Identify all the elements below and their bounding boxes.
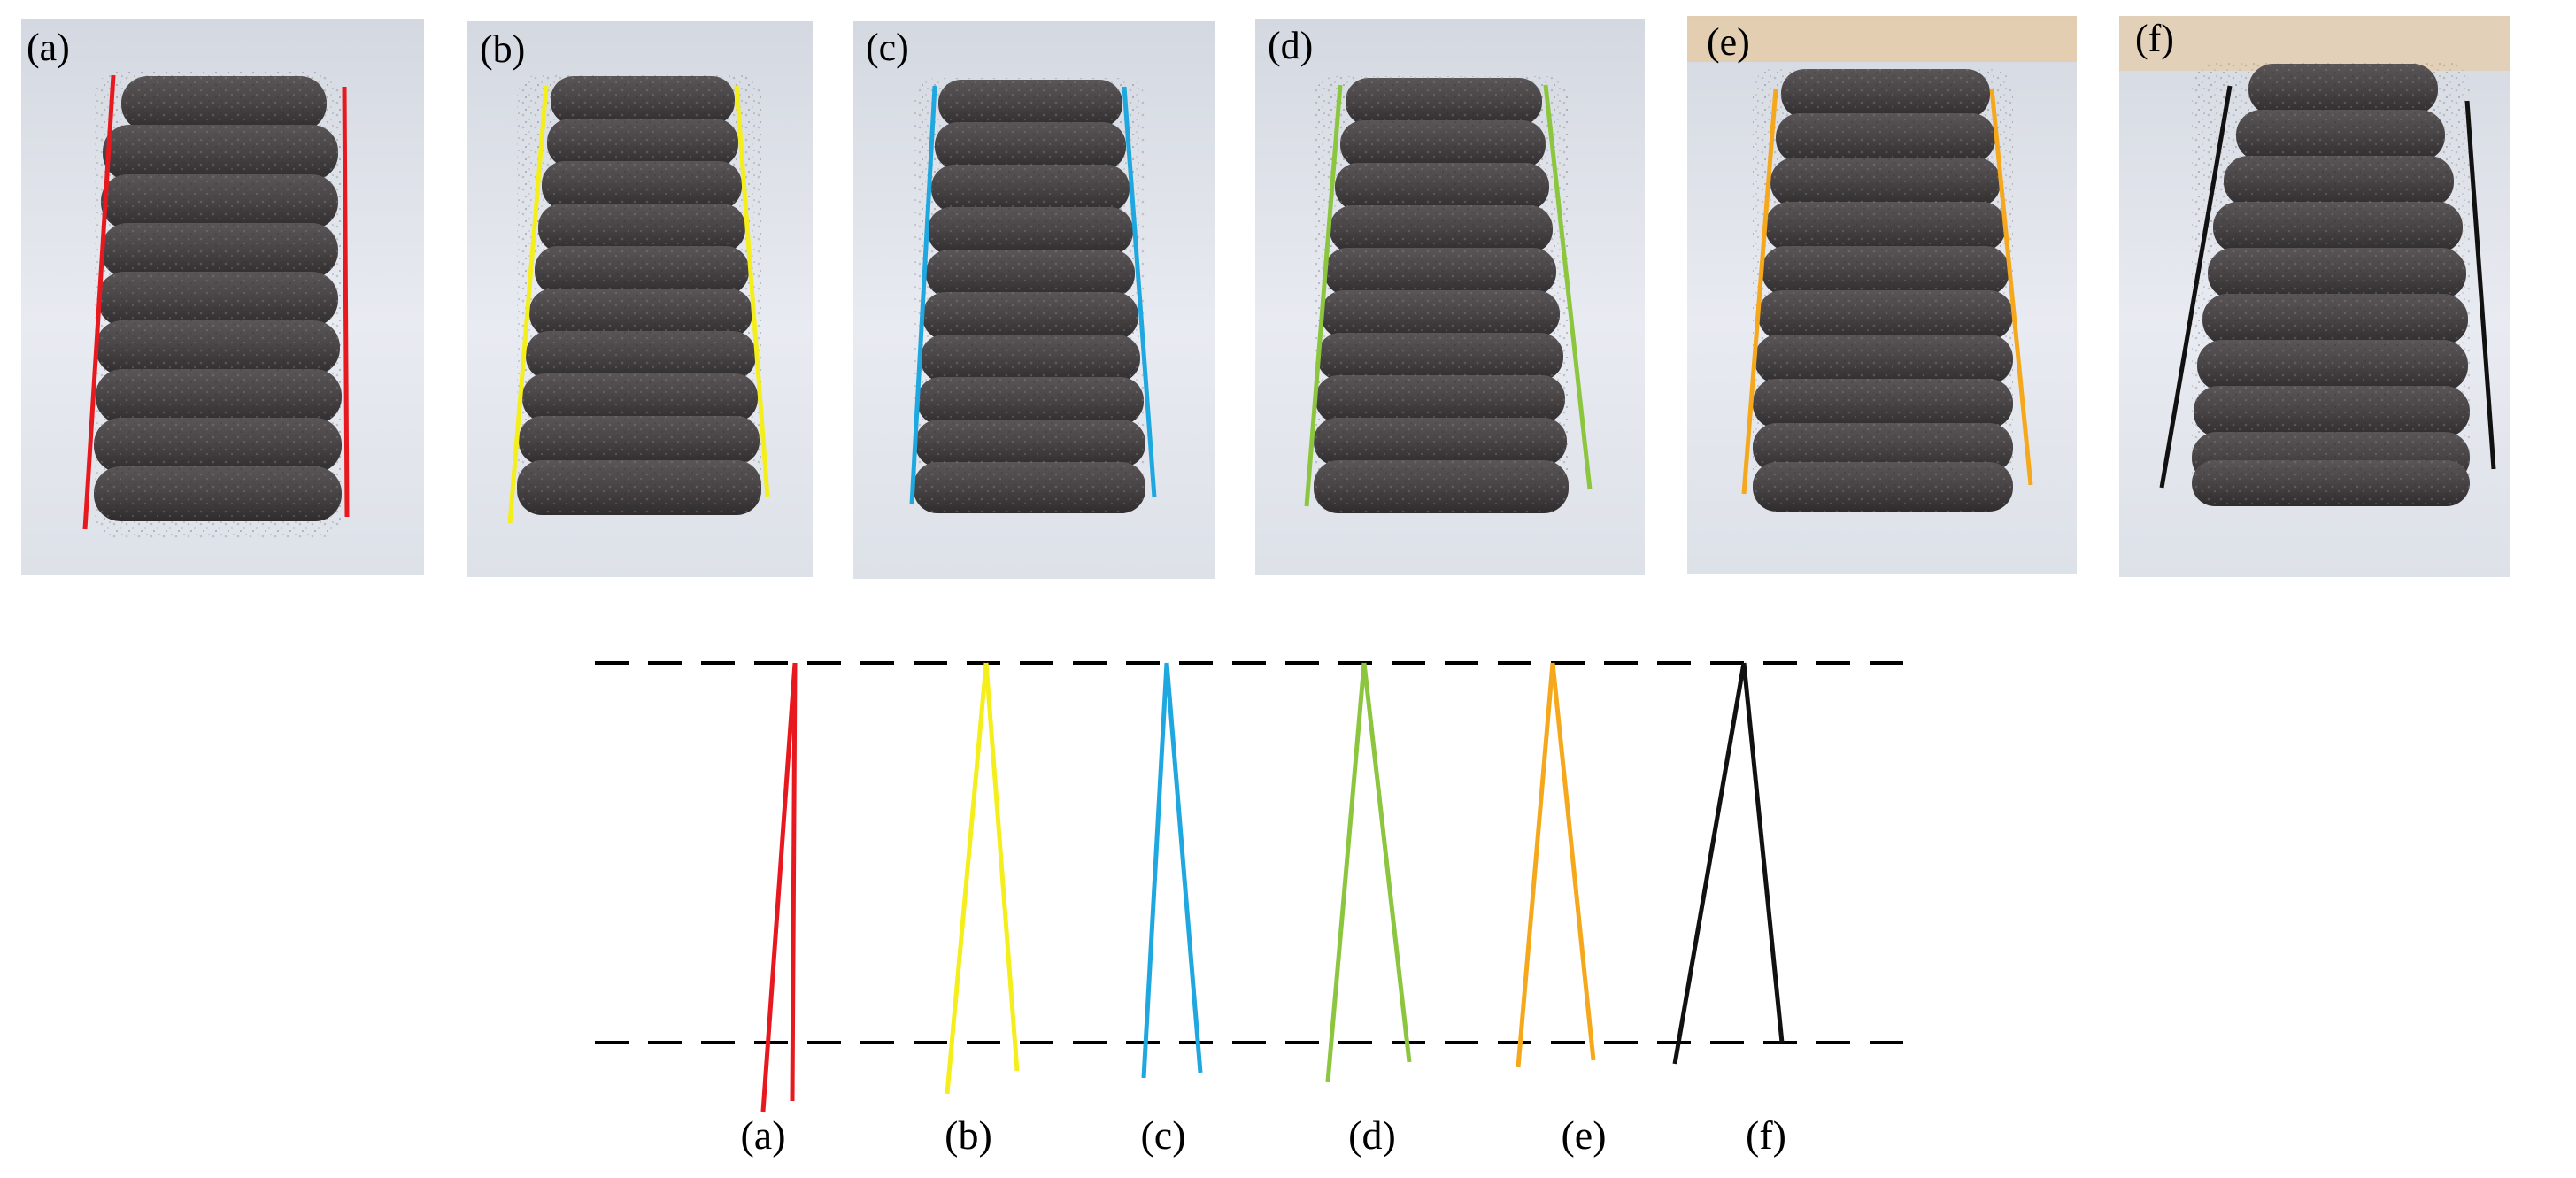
- fit-line-right-a: [342, 86, 350, 518]
- diagram-label-c: (c): [1140, 1113, 1185, 1158]
- photo-panel-e: (e): [1687, 16, 2077, 574]
- fit-line-left-e: [1741, 88, 1778, 495]
- fit-line-left-f: [2159, 85, 2233, 489]
- photo-panel-d: (d): [1255, 19, 1645, 575]
- taper-profile-e: [1516, 662, 1596, 1068]
- fit-line-left-a: [82, 74, 116, 530]
- photo-panel-b: (b): [467, 21, 813, 577]
- taper-profile-a: [760, 662, 798, 1113]
- diagram-label-d: (d): [1348, 1113, 1396, 1158]
- panel-label-f: (f): [2135, 17, 2174, 60]
- fit-line-left-c: [909, 85, 937, 505]
- taper-profile-c: [1141, 662, 1203, 1079]
- specimen-stack-b: [517, 74, 761, 515]
- photo-panel-a: (a): [21, 19, 424, 575]
- specimen-stack-c: [914, 78, 1145, 513]
- specimen-stack-a: [94, 71, 342, 539]
- taper-profile-f: [1672, 662, 1785, 1065]
- specimen-stack-d: [1314, 76, 1569, 513]
- specimen-stack-e: [1753, 67, 2013, 512]
- taper-profile-d: [1325, 662, 1412, 1082]
- taper-diagram: (a) (b) (c) (d) (e) (f): [595, 661, 1921, 1158]
- panel-label-e: (e): [1707, 20, 1750, 64]
- panel-label-b: (b): [480, 27, 525, 71]
- diagram-label-e: (e): [1561, 1113, 1606, 1158]
- panel-label-a: (a): [27, 26, 70, 69]
- panel-label-d: (d): [1268, 24, 1313, 67]
- diagram-label-f: (f): [1746, 1113, 1786, 1158]
- diagram-label-b: (b): [945, 1113, 992, 1158]
- fit-line-right-d: [1543, 84, 1593, 490]
- photo-panel-f: (f): [2119, 16, 2510, 577]
- panel-label-c: (c): [866, 26, 909, 69]
- fit-line-right-c: [1122, 86, 1157, 498]
- fit-line-left-b: [507, 85, 549, 524]
- diagram-label-a: (a): [740, 1113, 785, 1158]
- fit-line-left-d: [1304, 84, 1343, 507]
- photo-panel-c: (c): [853, 21, 1215, 579]
- fit-line-right-f: [2464, 100, 2496, 470]
- taper-profile-b: [945, 662, 1020, 1095]
- specimen-stack-f: [2192, 62, 2470, 506]
- fit-line-right-b: [734, 85, 770, 497]
- fit-line-right-e: [1989, 88, 2033, 486]
